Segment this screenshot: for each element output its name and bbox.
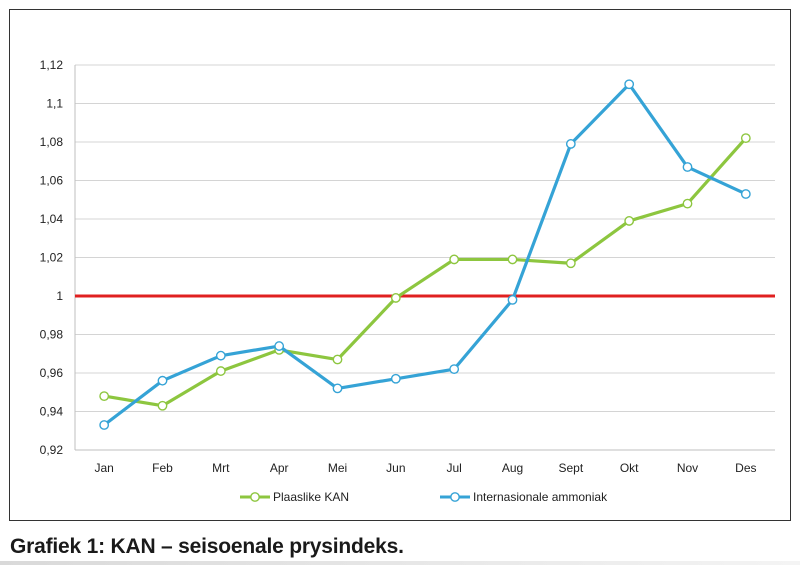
legend-swatch-marker [450, 492, 460, 502]
y-tick-label: 1,06 [40, 174, 64, 188]
data-point [565, 258, 576, 269]
data-point [682, 198, 693, 209]
data-point [274, 341, 285, 351]
y-tick-label: 1 [56, 289, 63, 303]
data-point [215, 350, 226, 361]
data-point [215, 366, 226, 376]
y-tick-label: 1,04 [40, 212, 64, 226]
data-point [624, 216, 635, 226]
data-point [332, 354, 343, 365]
y-tick-label: 0,92 [40, 443, 64, 457]
data-point [624, 79, 635, 90]
data-point [682, 162, 693, 172]
data-point [157, 375, 168, 386]
legend: Plaaslike KAN Internasionale ammoniak [240, 490, 608, 504]
x-tick-label: Mei [328, 461, 347, 475]
x-tick-label: Feb [152, 461, 173, 475]
data-point [449, 364, 460, 375]
series-line-2 [103, 82, 747, 427]
data-point [740, 133, 751, 144]
y-tick-label: 0,96 [40, 366, 64, 380]
data-point [507, 294, 518, 305]
data-point [390, 373, 401, 384]
x-tick-label: Aug [502, 461, 523, 475]
y-tick-label: 1,12 [40, 58, 64, 72]
y-tick-label: 1,08 [40, 135, 64, 149]
data-point [449, 254, 460, 265]
data-point [390, 293, 401, 303]
x-tick-label: Jan [94, 461, 113, 475]
legend-label: Plaaslike KAN [273, 490, 349, 504]
data-point [740, 189, 751, 199]
x-axis-tick-labels: Jan Feb Mrt Apr Mei Jun Jul Aug Sept Okt Nov Des [94, 461, 756, 475]
footer-shade [0, 561, 800, 565]
data-point [99, 391, 110, 401]
x-tick-label: Apr [270, 461, 289, 475]
x-tick-label: Des [735, 461, 756, 475]
y-axis-tick-labels: 0,92 0,94 0,96 0,98 1 1,02 1,04 1,06 1,08 1,1 1,12 [40, 58, 64, 457]
x-tick-label: Sept [558, 461, 583, 475]
data-point [332, 383, 343, 394]
x-tick-label: Jun [386, 461, 405, 475]
data-point [565, 139, 576, 149]
chart-frame: 0,92 0,94 0,96 0,98 1 1,02 1,04 1,06 1,08 1,1 1,12… [9, 9, 791, 521]
series-group [99, 79, 751, 430]
figure-caption: Grafiek 1: KAN – seisoenale prysindeks. [10, 535, 404, 558]
x-tick-label: Okt [620, 461, 639, 475]
data-point [507, 254, 518, 265]
legend-swatch-marker [250, 492, 260, 502]
gridlines [74, 64, 775, 451]
x-tick-label: Jul [446, 461, 461, 475]
x-tick-label: Mrt [212, 461, 230, 475]
y-tick-label: 0,94 [40, 405, 64, 419]
legend-label: Internasionale ammoniak [473, 490, 608, 504]
line-chart: 0,92 0,94 0,96 0,98 1 1,02 1,04 1,06 1,08 1,1 1,12… [40, 58, 775, 504]
data-point [157, 400, 168, 411]
y-tick-label: 1,02 [40, 251, 64, 265]
y-tick-label: 0,98 [40, 328, 64, 342]
data-point [99, 420, 110, 430]
x-tick-label: Nov [677, 461, 698, 475]
series-line-1 [103, 137, 748, 408]
y-tick-label: 1,1 [46, 97, 63, 111]
